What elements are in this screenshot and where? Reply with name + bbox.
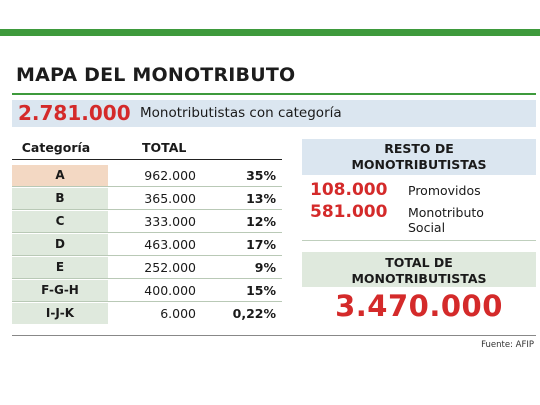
- row-value: 365.000: [144, 191, 196, 206]
- source-credit: Fuente: AFIP: [481, 340, 534, 350]
- table-row: B 365.000 13%: [12, 188, 282, 210]
- table-row: C 333.000 12%: [12, 211, 282, 233]
- rest-item-label-line1: Monotributo: [408, 205, 484, 220]
- header-divider: [12, 159, 282, 160]
- summary-label: Monotributistas con categoría: [140, 105, 342, 121]
- header-category: Categoría: [21, 140, 91, 155]
- rest-item-number: 581.000: [310, 202, 388, 222]
- row-divider: [12, 186, 282, 187]
- row-divider: [12, 232, 282, 233]
- row-percent: 12%: [246, 214, 276, 229]
- footer-divider: [12, 335, 536, 336]
- row-category: I-J-K: [12, 303, 108, 324]
- page-title: MAPA DEL MONOTRIBUTO: [16, 64, 296, 86]
- row-percent: 35%: [246, 168, 276, 183]
- total-heading-line2: MONOTRIBUTISTAS: [351, 271, 487, 286]
- top-accent-bar: [0, 29, 540, 36]
- rest-heading: RESTO DE MONOTRIBUTISTAS: [302, 139, 536, 175]
- row-value: 463.000: [144, 237, 196, 252]
- row-category: B: [12, 188, 108, 209]
- row-value: 333.000: [144, 214, 196, 229]
- row-percent: 9%: [254, 260, 276, 275]
- rest-item-number: 108.000: [310, 180, 388, 200]
- rest-item-label-line2: Social: [408, 220, 446, 235]
- rest-item-label: Monotributo Social: [408, 205, 484, 235]
- row-percent: 0,22%: [232, 306, 276, 321]
- right-divider: [302, 240, 536, 241]
- table-row: A 962.000 35%: [12, 165, 282, 187]
- total-heading: TOTAL DE MONOTRIBUTISTAS: [302, 252, 536, 287]
- row-category: A: [12, 165, 108, 186]
- row-percent: 15%: [246, 283, 276, 298]
- row-divider: [12, 209, 282, 210]
- rest-heading-line1: RESTO DE: [384, 141, 454, 156]
- summary-number: 2.781.000: [18, 101, 131, 125]
- table-row: F-G-H 400.000 15%: [12, 280, 282, 302]
- table-row: I-J-K 6.000 0,22%: [12, 303, 282, 325]
- row-category: C: [12, 211, 108, 232]
- table-header: Categoría TOTAL: [12, 138, 282, 160]
- row-value: 400.000: [144, 283, 196, 298]
- rest-item-label: Promovidos: [408, 183, 481, 198]
- row-percent: 17%: [246, 237, 276, 252]
- rest-heading-line2: MONOTRIBUTISTAS: [351, 157, 487, 172]
- row-value: 252.000: [144, 260, 196, 275]
- row-value: 962.000: [144, 168, 196, 183]
- row-divider: [12, 301, 282, 302]
- row-percent: 13%: [246, 191, 276, 206]
- summary-banner: 2.781.000 Monotributistas con categoría: [12, 100, 536, 127]
- title-divider: [12, 93, 536, 95]
- total-heading-line1: TOTAL DE: [385, 255, 453, 270]
- row-divider: [12, 278, 282, 279]
- row-value: 6.000: [160, 306, 196, 321]
- table-row: D 463.000 17%: [12, 234, 282, 256]
- row-category: E: [12, 257, 108, 278]
- table-row: E 252.000 9%: [12, 257, 282, 279]
- row-category: F-G-H: [12, 280, 108, 301]
- row-category: D: [12, 234, 108, 255]
- total-value: 3.470.000: [335, 289, 503, 323]
- header-total: TOTAL: [142, 140, 187, 155]
- row-divider: [12, 255, 282, 256]
